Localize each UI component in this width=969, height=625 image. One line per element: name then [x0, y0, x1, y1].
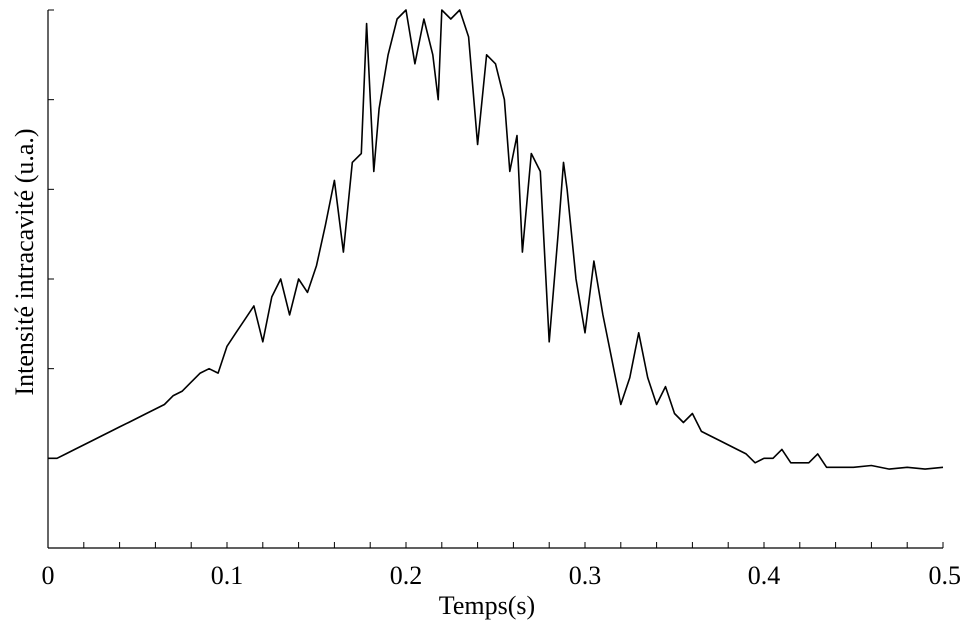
x-axis-title: Temps(s) — [439, 591, 535, 620]
x-tick-label: 0.5 — [929, 561, 962, 590]
x-tick-label: 0.1 — [211, 561, 244, 590]
x-tick-label: 0.4 — [748, 561, 781, 590]
x-tick-label: 0.3 — [569, 561, 602, 590]
x-axis-ticks — [47, 542, 944, 548]
x-tick-label: 0.2 — [390, 561, 423, 590]
x-tick-label: 0 — [42, 561, 55, 590]
x-axis-tick-labels: 0 0.1 0.2 0.3 0.4 0.5 — [42, 561, 962, 590]
y-axis-ticks — [48, 9, 54, 549]
series-line — [48, 9, 944, 470]
y-axis-title: Intensité intracavité (u.a.) — [10, 128, 39, 395]
plot-area: 0 0.1 0.2 0.3 0.4 0.5 — [42, 9, 962, 590]
